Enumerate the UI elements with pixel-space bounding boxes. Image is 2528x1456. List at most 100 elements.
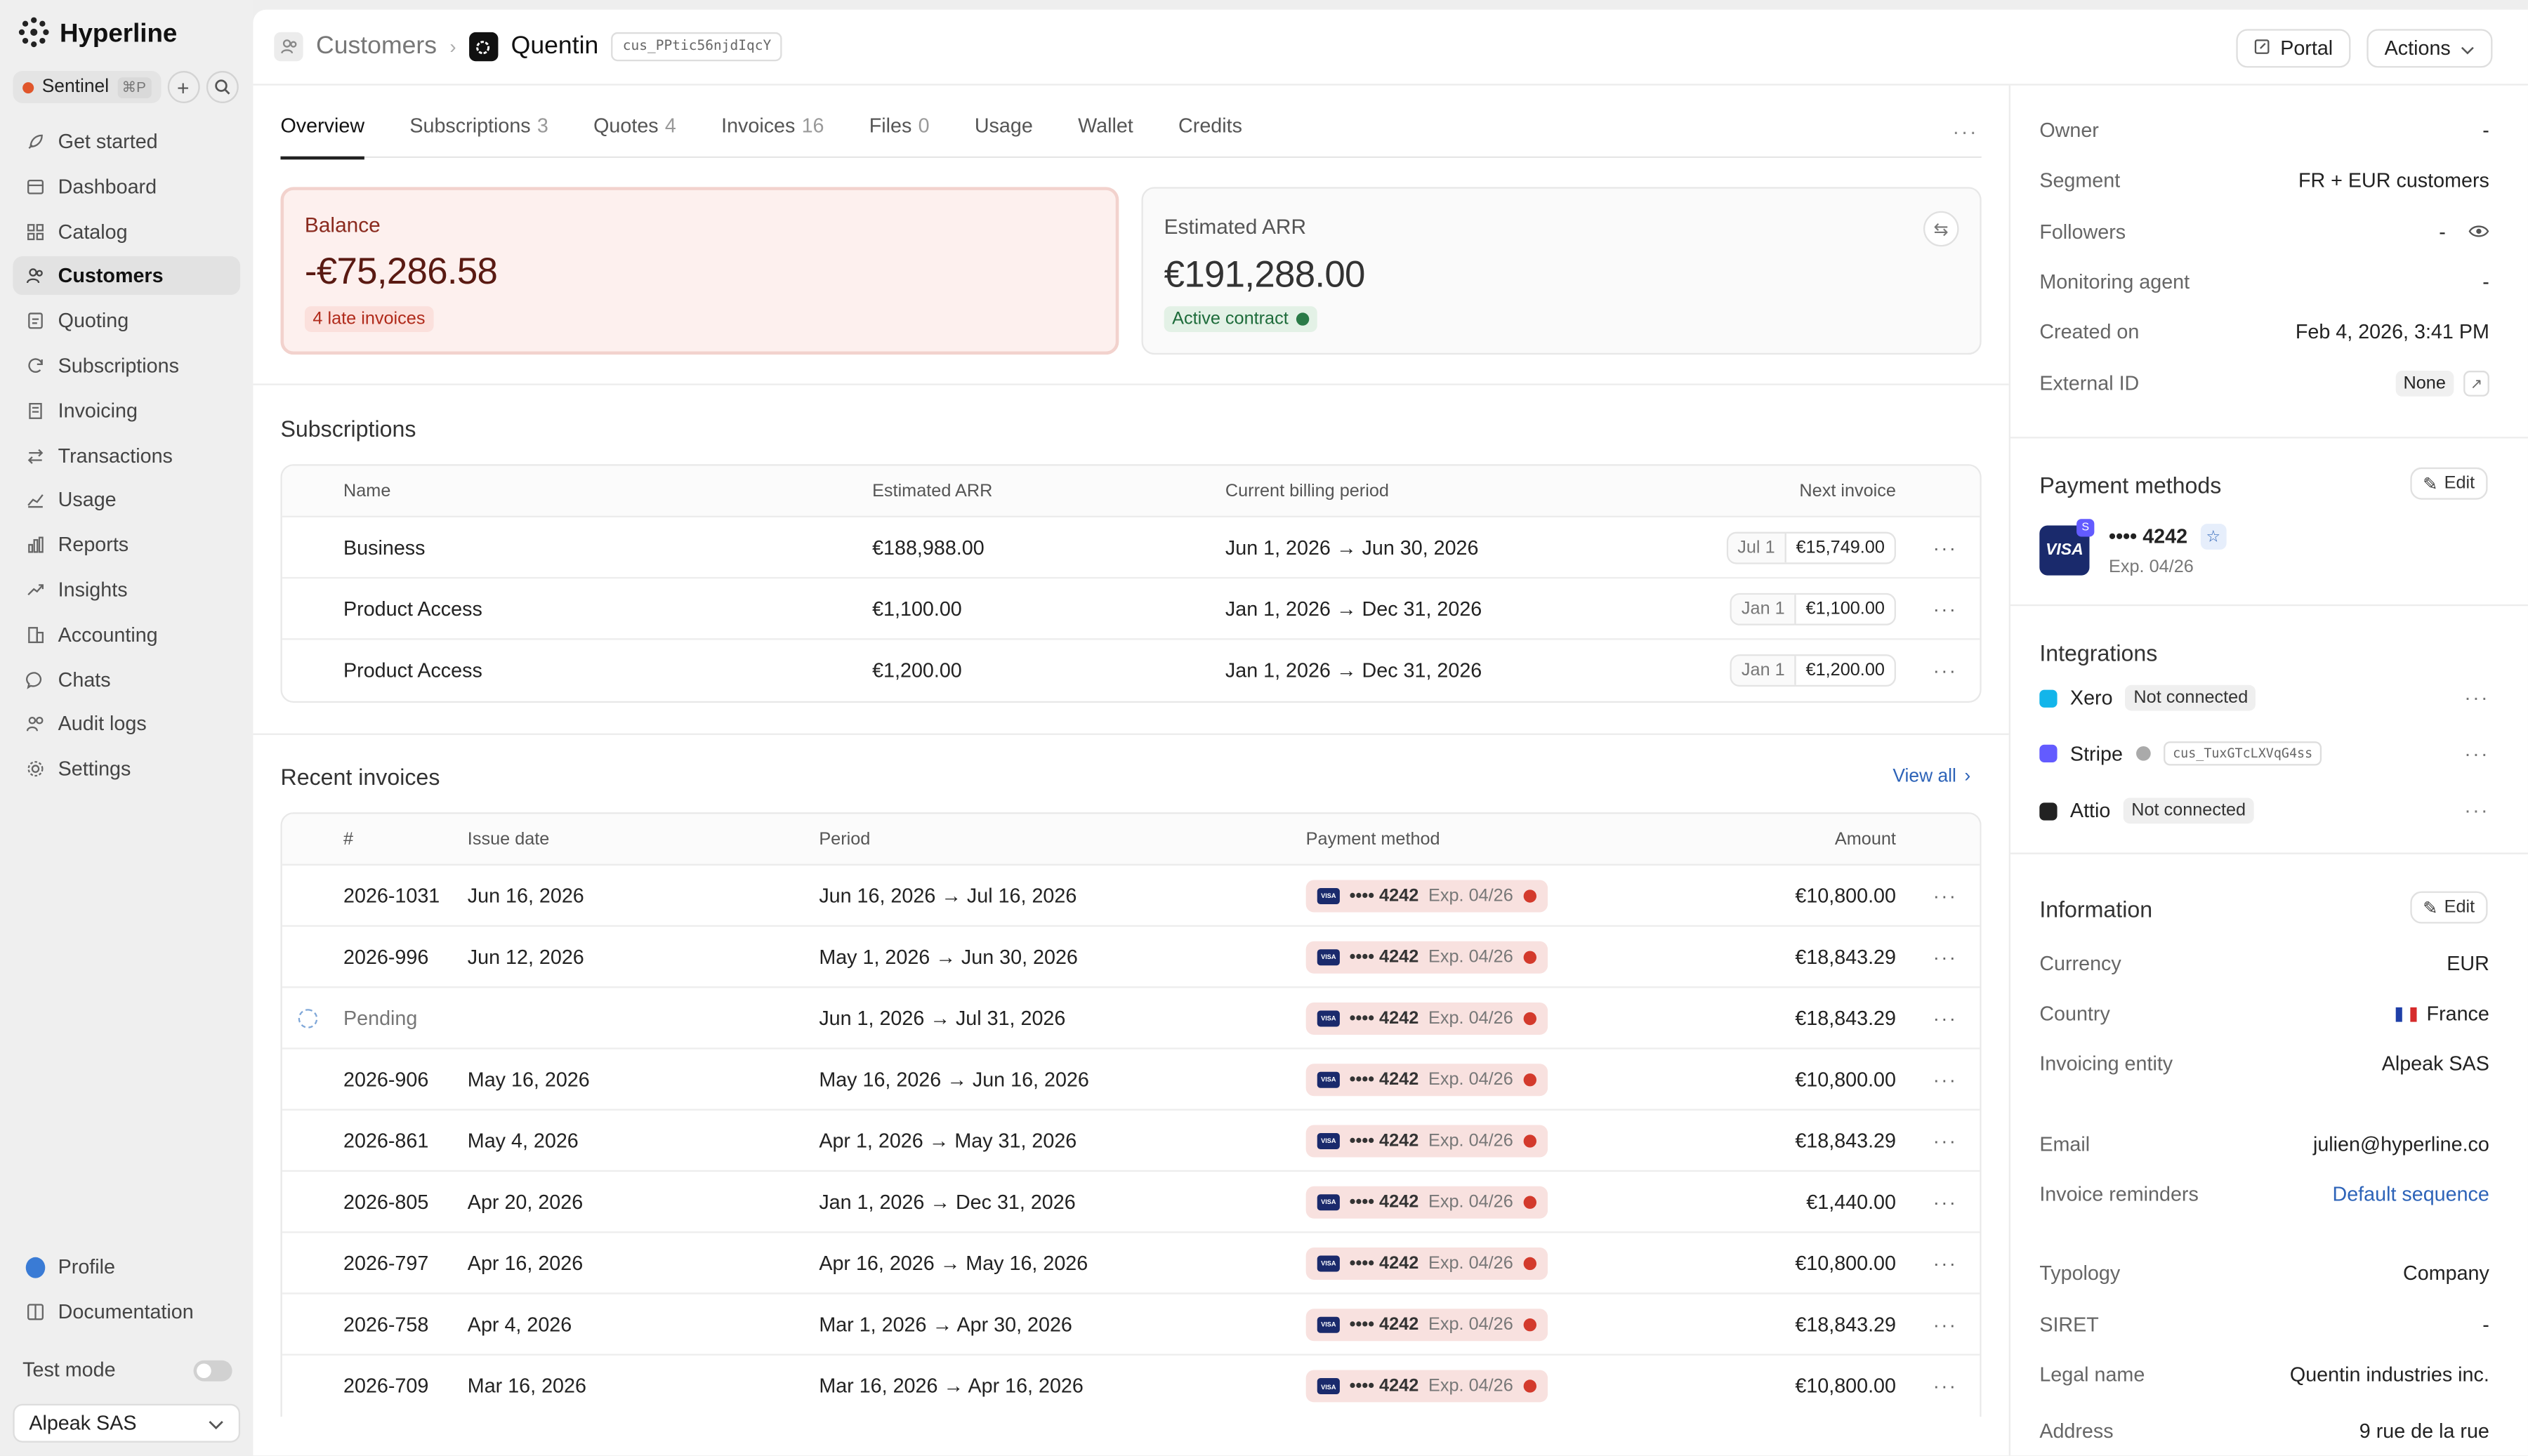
table-row[interactable]: 2026-996 Jun 12, 2026 May 1, 2026 → Jun 30… [282,927,1980,988]
email-value[interactable]: julien@hyperline.co [2312,1133,2489,1156]
sidebar-item-invoicing[interactable]: Invoicing [13,391,240,430]
swap-button[interactable]: ⇆ [1923,211,1959,247]
more-horizontal-icon[interactable]: ··· [1933,1129,1958,1152]
more-horizontal-icon[interactable]: ··· [1933,1190,1958,1213]
tab-label: Subscriptions [409,114,531,138]
portal-button[interactable]: Portal [2237,29,2351,68]
sidebar-item-reports[interactable]: Reports [13,526,240,564]
tab-files[interactable]: Files 0 [869,114,930,158]
more-horizontal-icon[interactable]: ··· [1933,659,1958,682]
sidebar-item-quoting[interactable]: Quoting [13,302,240,340]
view-all-link[interactable]: View all › [1892,767,1970,787]
brand[interactable]: Hyperline [18,16,177,53]
divider [2010,437,2528,439]
sidebar-item-audit-logs[interactable]: Audit logs [13,705,240,743]
view-all-label: View all [1892,767,1956,787]
alert-icon [1522,1011,1536,1025]
france-flag-icon [2395,1006,2417,1021]
invoice-period: Jan 1, 2026 → Dec 31, 2026 [819,1190,1076,1213]
edit-external-id-button[interactable]: ↗ [2463,371,2489,397]
sidebar-item-label: Subscriptions [58,355,179,378]
customer-id-chip[interactable]: cus_PPtic56njdIqcY [611,32,783,62]
table-row[interactable]: Product Access €1,200.00 Jan 1, 2026 → Dec… [282,640,1980,701]
table-row[interactable]: 2026-861 May 4, 2026 Apr 1, 2026 → May 31,… [282,1111,1980,1172]
invoice-period: Mar 1, 2026 → Apr 30, 2026 [819,1313,1072,1336]
segment-row[interactable]: Segment FR + EUR customers [2039,169,2489,192]
sidebar-item-catalog[interactable]: Catalog [13,212,240,251]
more-horizontal-icon[interactable]: ··· [1933,945,1958,968]
more-horizontal-icon[interactable]: ··· [2464,799,2489,822]
payment-method-chip: VISA •••• 4242 Exp. 04/26 [1305,879,1547,912]
sidebar-item-get-started[interactable]: Get started [13,122,240,161]
edit-payment-methods-button[interactable]: ✎ Edit [2409,467,2488,500]
add-button[interactable]: + [166,71,199,103]
invoice-reminders-link[interactable]: Default sequence [2332,1183,2489,1206]
tab-bar: Overview Subscriptions 3 Quotes 4 Invoices 16 F… [280,114,1982,160]
tab-usage[interactable]: Usage [975,114,1033,158]
entity-select[interactable]: Alpeak SAS [13,1403,241,1443]
actions-button[interactable]: Actions [2366,29,2493,68]
eye-icon[interactable] [2468,221,2489,244]
sidebar-item-customers[interactable]: Customers [13,256,241,296]
tab-wallet[interactable]: Wallet [1078,114,1133,158]
tabs-more-button[interactable]: ··· [1952,119,1978,143]
tab-invoices[interactable]: Invoices 16 [721,114,824,158]
invoicing-entity-label: Invoicing entity [2039,1052,2173,1076]
table-row[interactable]: 2026-906 May 16, 2026 May 16, 2026 → Jun 1… [282,1050,1980,1111]
late-invoices-badge[interactable]: 4 late invoices [304,306,433,332]
table-row[interactable]: 2026-709 Mar 16, 2026 Mar 16, 2026 → Apr 1… [282,1356,1980,1417]
integration-stripe: Stripe cus_TuxGTcLXVqG4ss ··· [2039,741,2489,766]
search-button[interactable] [205,71,238,103]
sidebar-item-label: Audit logs [58,713,147,736]
more-horizontal-icon[interactable]: ··· [1933,884,1958,907]
table-row[interactable]: 2026-797 Apr 16, 2026 Apr 16, 2026 → May 1… [282,1233,1980,1295]
more-horizontal-icon[interactable]: ··· [1933,1375,1958,1398]
workspace-switcher[interactable]: Sentinel ⌘P [13,71,161,103]
integration-xero: Xero Not connected ··· [2039,684,2489,711]
tab-quotes[interactable]: Quotes 4 [593,114,676,158]
sidebar-item-transactions[interactable]: Transactions [13,436,240,475]
sidebar-item-usage[interactable]: Usage [13,481,240,519]
top-actions: Portal Actions [2237,29,2493,68]
table-row[interactable]: 2026-1031 Jun 16, 2026 Jun 16, 2026 → Jul … [282,866,1980,927]
sidebar-item-dashboard[interactable]: Dashboard [13,167,240,206]
info-icon[interactable] [2135,746,2150,761]
test-mode-toggle[interactable] [193,1359,232,1381]
more-horizontal-icon[interactable]: ··· [2464,687,2489,710]
more-horizontal-icon[interactable]: ··· [1933,1068,1958,1091]
more-horizontal-icon[interactable]: ··· [1933,1006,1958,1029]
subscription-arr: €1,200.00 [872,659,962,682]
sidebar-item-chats[interactable]: Chats [13,660,240,699]
tab-overview[interactable]: Overview [280,114,365,160]
edit-information-button[interactable]: ✎ Edit [2409,891,2488,924]
table-row[interactable]: Business €188,988.00 Jun 1, 2026 → Jun 30,… [282,517,1980,579]
tab-credits[interactable]: Credits [1178,114,1242,158]
external-id-label: External ID [2039,372,2140,395]
star-icon[interactable]: ☆ [2200,524,2227,550]
monitoring-row[interactable]: Monitoring agent - [2039,271,2489,293]
sidebar-item-settings[interactable]: Settings [13,750,240,788]
more-horizontal-icon[interactable]: ··· [1933,1313,1958,1336]
sidebar-item-documentation[interactable]: Documentation [13,1292,240,1331]
more-horizontal-icon[interactable]: ··· [1933,597,1958,620]
table-row[interactable]: Product Access €1,100.00 Jan 1, 2026 → Dec… [282,578,1980,640]
sidebar-item-subscriptions[interactable]: Subscriptions [13,347,240,385]
table-row[interactable]: Pending Jun 1, 2026 → Jul 31, 2026 VISA •••… [282,988,1980,1050]
stripe-id-chip[interactable]: cus_TuxGTcLXVqG4ss [2163,741,2322,766]
info-icon[interactable] [1296,312,1310,326]
table-row[interactable]: 2026-758 Apr 4, 2026 Mar 1, 2026 → Apr 30,… [282,1295,1980,1356]
more-horizontal-icon[interactable]: ··· [1933,536,1958,559]
sidebar-item-accounting[interactable]: Accounting [13,615,240,654]
owner-row[interactable]: Owner - [2039,119,2489,142]
more-horizontal-icon[interactable]: ··· [2464,742,2489,765]
more-horizontal-icon[interactable]: ··· [1933,1251,1958,1274]
sidebar-item-insights[interactable]: Insights [13,571,240,609]
visa-card-icon: VISA [1317,1316,1340,1332]
card-exp: Exp. 04/26 [1428,1008,1513,1028]
breadcrumb-parent[interactable]: Customers [315,32,437,60]
pending-circle-icon [298,1008,318,1028]
tab-subscriptions[interactable]: Subscriptions 3 [409,114,548,158]
sidebar-item-label: Usage [58,489,117,512]
table-row[interactable]: 2026-805 Apr 20, 2026 Jan 1, 2026 → Dec 31… [282,1172,1980,1233]
sidebar-item-profile[interactable]: Profile [13,1247,240,1286]
